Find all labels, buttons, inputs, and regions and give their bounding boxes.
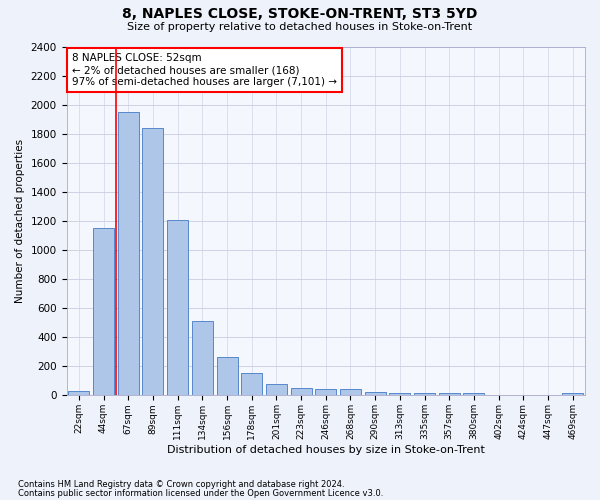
Bar	[167, 220, 188, 396]
Bar	[340, 390, 361, 396]
Bar	[142, 128, 163, 396]
Bar	[217, 357, 238, 396]
Bar	[266, 384, 287, 396]
Y-axis label: Number of detached properties: Number of detached properties	[15, 139, 25, 303]
Text: Size of property relative to detached houses in Stoke-on-Trent: Size of property relative to detached ho…	[127, 22, 473, 32]
Bar	[118, 112, 139, 396]
Bar	[439, 392, 460, 396]
Bar	[93, 228, 114, 396]
Text: 8 NAPLES CLOSE: 52sqm
← 2% of detached houses are smaller (168)
97% of semi-deta: 8 NAPLES CLOSE: 52sqm ← 2% of detached h…	[72, 54, 337, 86]
Bar	[315, 390, 336, 396]
Bar	[68, 391, 89, 396]
Bar	[389, 392, 410, 396]
Bar	[463, 392, 484, 396]
Text: 8, NAPLES CLOSE, STOKE-ON-TRENT, ST3 5YD: 8, NAPLES CLOSE, STOKE-ON-TRENT, ST3 5YD	[122, 8, 478, 22]
X-axis label: Distribution of detached houses by size in Stoke-on-Trent: Distribution of detached houses by size …	[167, 445, 485, 455]
Bar	[365, 392, 386, 396]
Text: Contains HM Land Registry data © Crown copyright and database right 2024.: Contains HM Land Registry data © Crown c…	[18, 480, 344, 489]
Bar	[562, 392, 583, 396]
Bar	[241, 373, 262, 396]
Bar	[414, 393, 435, 396]
Text: Contains public sector information licensed under the Open Government Licence v3: Contains public sector information licen…	[18, 488, 383, 498]
Bar	[192, 322, 213, 396]
Bar	[290, 388, 311, 396]
